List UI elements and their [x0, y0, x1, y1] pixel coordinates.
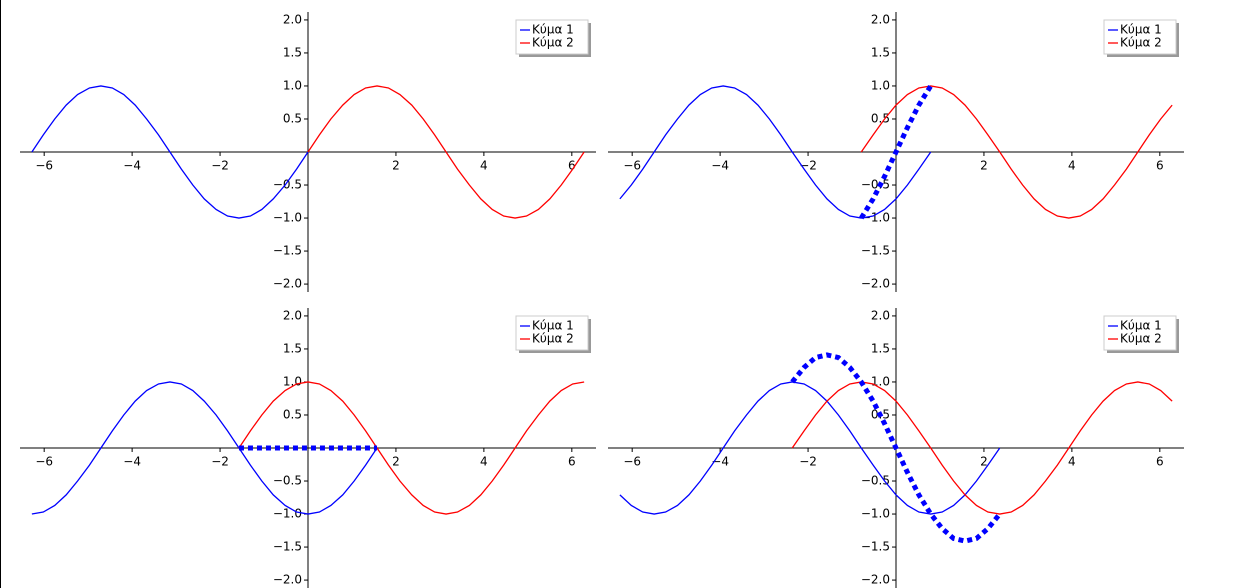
legend-label: Κύμα 1	[532, 23, 574, 37]
y-tick-label: 0.5	[871, 111, 890, 125]
x-tick-label: 6	[568, 159, 576, 173]
x-tick-label: −4	[123, 455, 141, 469]
legend-label: Κύμα 2	[532, 36, 574, 50]
x-tick-label: −2	[211, 455, 229, 469]
x-tick-label: 4	[1068, 455, 1076, 469]
y-tick-label: −2.0	[861, 277, 890, 291]
y-tick-label: 1.0	[871, 374, 890, 388]
y-tick-label: 2.0	[871, 308, 890, 322]
y-tick-label: −1.5	[861, 540, 890, 554]
wave-line	[307, 85, 585, 219]
sum-line	[790, 352, 1002, 544]
y-tick-label: 1.0	[871, 78, 890, 92]
wave-line	[31, 85, 309, 219]
y-tick-label: −1.0	[273, 507, 302, 521]
legend-label: Κύμα 1	[1120, 319, 1162, 333]
x-tick-label: 6	[1156, 159, 1164, 173]
legend-label: Κύμα 1	[1120, 23, 1162, 37]
x-tick-label: −6	[623, 159, 641, 173]
x-tick-label: 4	[1068, 159, 1076, 173]
y-tick-label: −1.5	[273, 540, 302, 554]
y-tick-label: 0.5	[283, 111, 302, 125]
x-tick-label: −4	[711, 159, 729, 173]
wave-line	[791, 381, 1173, 515]
x-tick-label: 6	[568, 455, 576, 469]
y-tick-label: −1.0	[861, 507, 890, 521]
x-tick-label: 4	[480, 159, 488, 173]
wave-line	[238, 381, 585, 515]
legend-label: Κύμα 2	[1120, 332, 1162, 346]
chart-panel: −6 −4 −2 2 4 6 −2.0 −1.5 −1.0 −0.5 0.5 1.0 1.5 2.0 Κύμ…	[20, 12, 596, 292]
y-tick-label: −2.0	[273, 573, 302, 587]
y-tick-label: −0.5	[273, 474, 302, 488]
x-tick-label: −4	[123, 159, 141, 173]
y-tick-label: −1.5	[861, 244, 890, 258]
y-tick-label: −1.5	[273, 244, 302, 258]
y-tick-label: −0.5	[861, 474, 890, 488]
x-tick-label: 2	[980, 159, 988, 173]
x-tick-label: 6	[1156, 455, 1164, 469]
y-tick-label: −0.5	[273, 178, 302, 192]
legend-box	[515, 19, 589, 55]
wave-line	[619, 85, 932, 219]
y-tick-label: 2.0	[283, 308, 302, 322]
legend-label: Κύμα 2	[1120, 36, 1162, 50]
x-tick-label: 2	[392, 455, 400, 469]
wave-line	[31, 381, 378, 515]
y-tick-label: 1.0	[283, 374, 302, 388]
y-tick-label: −2.0	[273, 277, 302, 291]
y-tick-label: 0.5	[283, 407, 302, 421]
y-tick-label: 1.5	[871, 341, 890, 355]
y-tick-label: 2.0	[283, 12, 302, 26]
chart-panel: −6 −4 −2 2 4 6−2.0−1.5−1.0−0.50.51.01.52.0Κύμ…	[608, 308, 1184, 588]
wave-line	[619, 381, 1001, 515]
y-tick-label: 1.5	[871, 45, 890, 59]
wave-line	[860, 85, 1173, 219]
y-tick-label: 1.5	[283, 341, 302, 355]
y-tick-label: 2.0	[871, 12, 890, 26]
chart-panel: −6 −4 −2 2 4 6−2.0−1.5−1.0−0.50.51.01.52.0Κύμ…	[608, 12, 1184, 292]
x-tick-label: −6	[623, 455, 641, 469]
legend-box	[1103, 315, 1177, 351]
legend-label: Κύμα 1	[532, 319, 574, 333]
legend-box	[515, 315, 589, 351]
x-tick-label: −2	[799, 455, 817, 469]
y-tick-label: −0.5	[861, 178, 890, 192]
legend-label: Κύμα 2	[532, 332, 574, 346]
x-tick-label: −6	[35, 159, 53, 173]
chart-panel: −6 −4 −2 2 4 6 −2.0 −1.5 −1.0 −0.5 0.5 1.0 1.5 2.0 Κύμ…	[20, 308, 596, 588]
y-tick-label: −2.0	[861, 573, 890, 587]
legend-box	[1103, 19, 1177, 55]
y-tick-label: −1.0	[273, 211, 302, 225]
x-tick-label: −2	[211, 159, 229, 173]
sum-line	[859, 84, 933, 220]
x-tick-label: 2	[980, 455, 988, 469]
y-tick-label: 1.5	[283, 45, 302, 59]
y-tick-label: 1.0	[283, 78, 302, 92]
x-tick-label: 2	[392, 159, 400, 173]
x-tick-label: −6	[35, 455, 53, 469]
y-tick-label: −1.0	[861, 211, 890, 225]
x-tick-label: 4	[480, 455, 488, 469]
x-tick-label: −4	[711, 455, 729, 469]
